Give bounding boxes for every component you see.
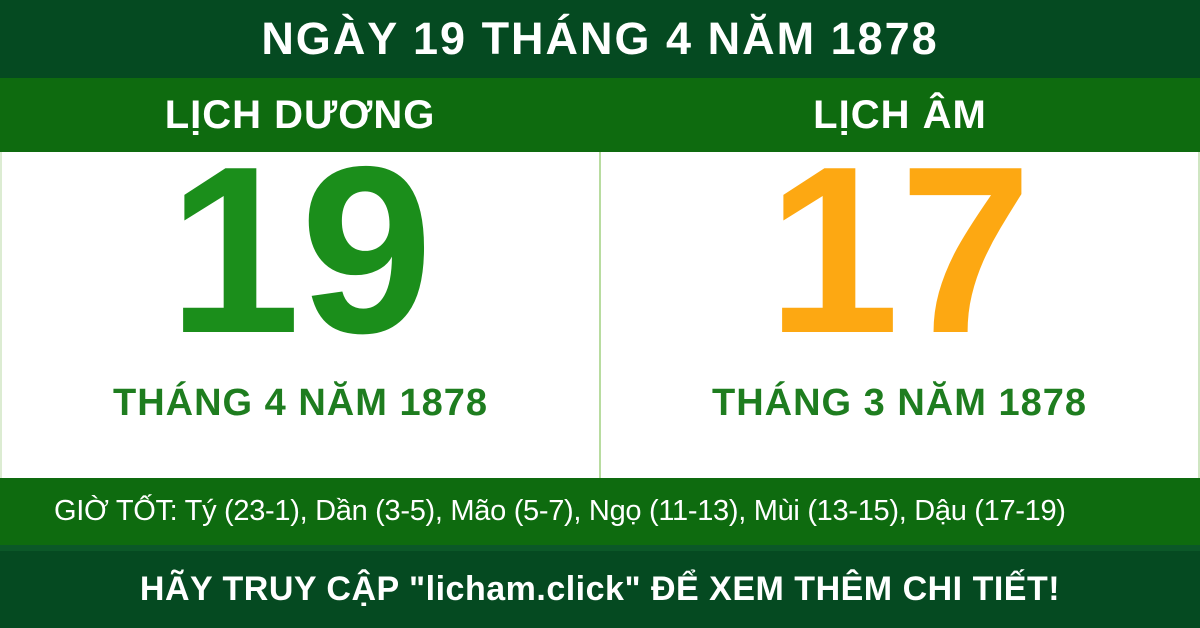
footer-bar: HÃY TRUY CẬP "licham.click" ĐỂ XEM THÊM …: [0, 545, 1200, 628]
lunar-panel: 17 THÁNG 3 NĂM 1878: [601, 131, 1198, 478]
footer-cta: HÃY TRUY CẬP "licham.click" ĐỂ XEM THÊM …: [139, 570, 1061, 608]
good-hours-text: GIỜ TỐT: Tý (23-1), Dần (3-5), Mão (5-7)…: [54, 495, 1066, 527]
date-title: NGÀY 19 THÁNG 4 NĂM 1878: [261, 13, 939, 64]
good-hours-bar: GIỜ TỐT: Tý (23-1), Dần (3-5), Mão (5-7)…: [0, 478, 1200, 545]
lunar-calendar-header: LỊCH ÂM: [813, 92, 987, 137]
lunar-day-number: 17: [767, 118, 1032, 383]
solar-calendar-header: LỊCH DƯƠNG: [164, 92, 436, 137]
solar-month-year: THÁNG 4 NĂM 1878: [113, 382, 488, 425]
calendar-body: 19 THÁNG 4 NĂM 1878 17 THÁNG 3 NĂM 1878: [0, 131, 1200, 478]
calendar-headers-row: LỊCH DƯƠNG LỊCH ÂM: [0, 78, 1200, 152]
solar-panel: 19 THÁNG 4 NĂM 1878: [2, 131, 601, 478]
solar-day-number: 19: [168, 118, 433, 383]
lunar-month-year: THÁNG 3 NĂM 1878: [712, 382, 1087, 425]
header-bar: NGÀY 19 THÁNG 4 NĂM 1878: [0, 0, 1200, 78]
